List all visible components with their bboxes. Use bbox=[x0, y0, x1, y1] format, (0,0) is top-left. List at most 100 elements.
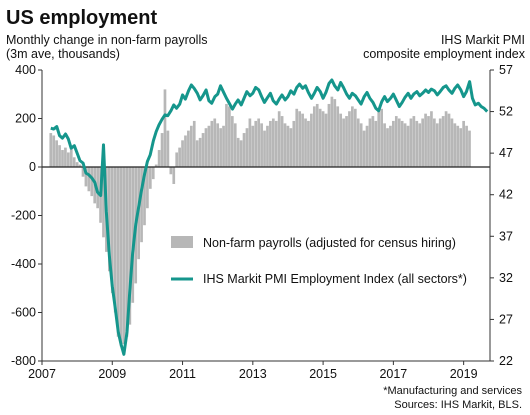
payroll-bar bbox=[67, 152, 70, 167]
payroll-bar bbox=[154, 164, 158, 167]
payroll-bar bbox=[108, 167, 111, 272]
payroll-bar bbox=[438, 118, 442, 167]
x-tick-label: 2017 bbox=[379, 367, 407, 381]
payroll-bar bbox=[435, 123, 439, 167]
payroll-bar bbox=[58, 145, 61, 167]
payroll-bar bbox=[181, 140, 184, 167]
payroll-bar bbox=[239, 140, 243, 167]
payroll-bar bbox=[257, 118, 261, 167]
payroll-bar bbox=[348, 111, 351, 167]
footnote-sources: Sources: IHS Markit, BLS. bbox=[394, 399, 522, 411]
payroll-bar bbox=[412, 116, 416, 167]
payroll-bar bbox=[295, 108, 299, 167]
payroll-bar bbox=[397, 118, 401, 167]
payroll-bar bbox=[468, 130, 471, 168]
payroll-bar bbox=[286, 125, 290, 167]
payroll-bar bbox=[321, 111, 325, 167]
payroll-bar bbox=[383, 123, 386, 167]
payroll-bar bbox=[64, 147, 67, 167]
payroll-bar bbox=[143, 167, 146, 226]
payroll-bar bbox=[55, 140, 58, 167]
payroll-bar bbox=[430, 111, 433, 167]
payroll-bar bbox=[362, 130, 366, 168]
payroll-bar bbox=[175, 152, 179, 167]
right-tick-label: 57 bbox=[499, 63, 513, 77]
payroll-bar bbox=[245, 128, 249, 167]
payroll-bar bbox=[318, 108, 322, 167]
payroll-bar bbox=[465, 125, 468, 167]
payroll-bar bbox=[327, 103, 331, 167]
payroll-bar bbox=[52, 135, 56, 167]
legend: Non-farm payrolls (adjusted for census h… bbox=[171, 236, 467, 286]
payroll-bar bbox=[204, 128, 208, 167]
payroll-bar bbox=[274, 120, 278, 167]
payroll-bar bbox=[453, 123, 457, 167]
payroll-bar bbox=[119, 167, 123, 347]
footnote-manufacturing-services: *Manufacturing and services bbox=[383, 385, 522, 397]
payroll-bar bbox=[72, 157, 76, 167]
payroll-bar bbox=[225, 103, 228, 167]
payroll-bar bbox=[271, 118, 275, 167]
payroll-bar bbox=[146, 167, 149, 209]
payroll-bar bbox=[353, 108, 357, 167]
payroll-bar bbox=[210, 120, 214, 167]
payroll-bar bbox=[356, 118, 360, 167]
payroll-bar bbox=[195, 140, 199, 167]
payroll-bar bbox=[283, 123, 287, 167]
payroll-bar bbox=[236, 137, 240, 167]
payroll-bar bbox=[172, 167, 176, 184]
payroll-bar bbox=[307, 120, 310, 167]
payroll-bar bbox=[87, 167, 91, 192]
left-tick-label: 400 bbox=[15, 63, 36, 77]
payroll-bar bbox=[122, 167, 126, 345]
payroll-bar bbox=[380, 108, 383, 167]
legend-bar-swatch bbox=[171, 236, 193, 248]
payroll-bar bbox=[312, 106, 316, 168]
x-tick-label: 2015 bbox=[309, 367, 337, 381]
payroll-bar bbox=[301, 113, 304, 167]
payroll-bar bbox=[151, 167, 155, 180]
payroll-bar bbox=[324, 113, 328, 167]
payroll-bar bbox=[78, 164, 82, 167]
left-tick-label: -600 bbox=[11, 306, 36, 320]
payroll-bar bbox=[389, 125, 392, 167]
payroll-bar bbox=[49, 133, 53, 167]
legend-bar-label: Non-farm payrolls (adjusted for census h… bbox=[203, 236, 456, 250]
payroll-bar bbox=[277, 111, 281, 167]
left-tick-label: 200 bbox=[15, 112, 36, 126]
payroll-bar bbox=[198, 137, 202, 167]
payroll-bar bbox=[339, 113, 343, 167]
payroll-bar bbox=[298, 111, 302, 167]
payroll-bar bbox=[102, 167, 105, 238]
payroll-bar bbox=[230, 116, 234, 167]
payroll-bar bbox=[184, 135, 187, 167]
payroll-bar bbox=[233, 123, 237, 167]
left-axis-label-line-1: Monthly change in non-farm payrolls bbox=[6, 33, 208, 47]
payroll-bar bbox=[242, 133, 246, 167]
payroll-bar bbox=[160, 133, 164, 167]
payroll-bar bbox=[166, 130, 170, 168]
payroll-bar bbox=[421, 118, 424, 167]
payroll-bar bbox=[406, 125, 410, 167]
payroll-bar bbox=[386, 128, 389, 167]
payroll-bar bbox=[403, 123, 407, 167]
payroll-bar bbox=[456, 125, 460, 167]
payroll-bar bbox=[462, 120, 465, 167]
left-axis-label-line-2: (3m ave, thousands) bbox=[6, 47, 120, 61]
payroll-bar bbox=[359, 123, 363, 167]
payroll-bar bbox=[201, 133, 205, 167]
payroll-bar bbox=[110, 167, 114, 294]
right-tick-label: 42 bbox=[499, 188, 513, 202]
payroll-bar bbox=[427, 116, 430, 167]
payroll-bar bbox=[409, 118, 413, 167]
payroll-bar bbox=[81, 167, 85, 177]
payroll-bar bbox=[219, 128, 222, 167]
left-tick-label: 0 bbox=[29, 160, 36, 174]
payroll-bar bbox=[459, 128, 463, 167]
payroll-bar bbox=[433, 118, 436, 167]
payroll-bar bbox=[260, 123, 263, 167]
pmi-line bbox=[50, 78, 489, 356]
payroll-bar bbox=[266, 125, 269, 167]
payroll-bar bbox=[140, 167, 143, 243]
payroll-bar bbox=[187, 130, 190, 168]
